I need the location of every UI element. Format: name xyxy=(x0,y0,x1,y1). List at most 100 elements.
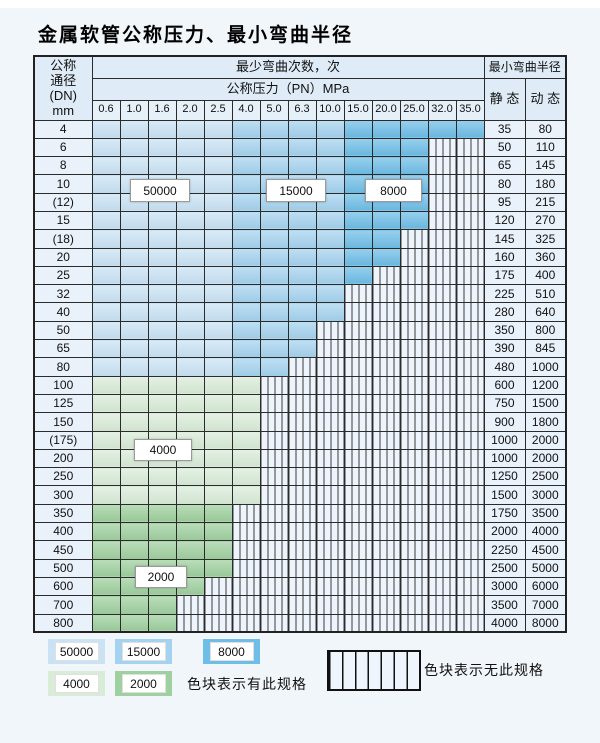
dn-cell: 600 xyxy=(33,576,93,597)
pressure-cell xyxy=(315,339,345,359)
pressure-cell xyxy=(91,247,121,267)
pressure-cell xyxy=(315,595,345,615)
pressure-cell xyxy=(203,284,233,304)
pressure-cell xyxy=(399,302,429,322)
static-radius-cell: 280 xyxy=(483,302,526,322)
table-row: 50 350 800 xyxy=(33,320,567,341)
pressure-cell xyxy=(231,540,261,560)
pressure-cell xyxy=(371,467,401,487)
table-row: (18) 145 325 xyxy=(33,229,567,249)
pressure-cell xyxy=(231,595,261,615)
pressure-cell xyxy=(371,320,401,341)
pressure-cell xyxy=(259,393,289,414)
table-row: 300 1500 3000 xyxy=(33,485,567,505)
pressure-cell xyxy=(91,595,121,615)
pressure-cell xyxy=(427,357,457,377)
pressure-cell xyxy=(399,357,429,377)
pressure-cell xyxy=(203,522,233,542)
pressure-cell xyxy=(427,229,457,249)
pressure-cell xyxy=(371,357,401,377)
pressure-cell xyxy=(287,540,317,560)
pressure-cell xyxy=(259,375,289,395)
pressure-cell xyxy=(231,448,261,469)
dn-cell: 15 xyxy=(33,210,93,231)
pressure-cell xyxy=(259,412,289,432)
pressure-cell xyxy=(175,284,205,304)
pressure-cell xyxy=(119,229,149,249)
table-row: 500 2500 5000 xyxy=(33,558,567,578)
pressure-cell xyxy=(343,613,373,633)
pressure-cell xyxy=(91,339,121,359)
dynamic-radius-cell: 2000 xyxy=(524,430,567,450)
pressure-cell xyxy=(455,210,485,231)
pressure-cell xyxy=(287,339,317,359)
pressure-cell xyxy=(91,229,121,249)
pressure-cell xyxy=(175,156,205,176)
pressure-cell xyxy=(455,137,485,158)
pressure-cell xyxy=(147,302,177,322)
dynamic-radius-cell: 80 xyxy=(524,119,567,139)
pressure-cell xyxy=(399,448,429,469)
pressure-cell xyxy=(231,302,261,322)
pressure-cell xyxy=(119,467,149,487)
pressure-cell xyxy=(315,485,345,505)
dynamic-radius-cell: 360 xyxy=(524,247,567,267)
dn-cell: 40 xyxy=(33,302,93,322)
pressure-cell xyxy=(203,595,233,615)
pressure-cell xyxy=(91,357,121,377)
pressure-cell xyxy=(203,467,233,487)
pressure-cell xyxy=(371,302,401,322)
pressure-cell xyxy=(371,576,401,597)
pressure-cell xyxy=(343,247,373,267)
pressure-cell xyxy=(287,265,317,286)
dn-cell: 700 xyxy=(33,595,93,615)
pressure-cell xyxy=(259,522,289,542)
pressure-cell xyxy=(399,540,429,560)
pressure-cell xyxy=(371,412,401,432)
pressure-cell xyxy=(427,247,457,267)
static-radius-cell: 2000 xyxy=(483,522,526,542)
pressure-column-header: 10.0 xyxy=(315,99,345,121)
static-radius-cell: 480 xyxy=(483,357,526,377)
static-radius-cell: 3000 xyxy=(483,576,526,597)
pressure-cell xyxy=(287,229,317,249)
pressure-cell xyxy=(91,467,121,487)
table-row: 600 3000 6000 xyxy=(33,576,567,597)
pressure-cell xyxy=(91,156,121,176)
pressure-cell xyxy=(147,522,177,542)
pressure-cell xyxy=(91,448,121,469)
pressure-cell xyxy=(427,192,457,212)
pressure-cell xyxy=(259,448,289,469)
bend-count-label: 2000 xyxy=(135,566,187,588)
pressure-cell xyxy=(231,265,261,286)
dn-cell: (175) xyxy=(33,430,93,450)
dn-cell: 25 xyxy=(33,265,93,286)
pressure-cell xyxy=(371,393,401,414)
pressure-column-header: 35.0 xyxy=(455,99,485,121)
pressure-cell xyxy=(315,119,345,139)
pressure-cell xyxy=(399,613,429,633)
table-row: 80 480 1000 xyxy=(33,357,567,377)
pressure-cell xyxy=(147,357,177,377)
pressure-cell xyxy=(399,485,429,505)
dynamic-header: 动 态 xyxy=(524,77,567,121)
dn-header-line: mm xyxy=(52,103,75,119)
pressure-cell xyxy=(259,247,289,267)
dynamic-radius-cell: 215 xyxy=(524,192,567,212)
pressure-cell xyxy=(119,265,149,286)
pressure-cell xyxy=(371,522,401,542)
pressure-cell xyxy=(343,522,373,542)
pressure-cell xyxy=(343,412,373,432)
pressure-cell xyxy=(259,467,289,487)
pressure-cell xyxy=(259,284,289,304)
pressure-cell xyxy=(315,284,345,304)
pressure-cell xyxy=(427,485,457,505)
static-radius-cell: 1000 xyxy=(483,448,526,469)
table-row: 800 4000 8000 xyxy=(33,613,567,633)
pressure-cell xyxy=(203,156,233,176)
table-row: 6 50 110 xyxy=(33,137,567,158)
table-row: 40 280 640 xyxy=(33,302,567,322)
pressure-cell xyxy=(175,393,205,414)
pressure-cell xyxy=(371,210,401,231)
pressure-cell xyxy=(343,485,373,505)
